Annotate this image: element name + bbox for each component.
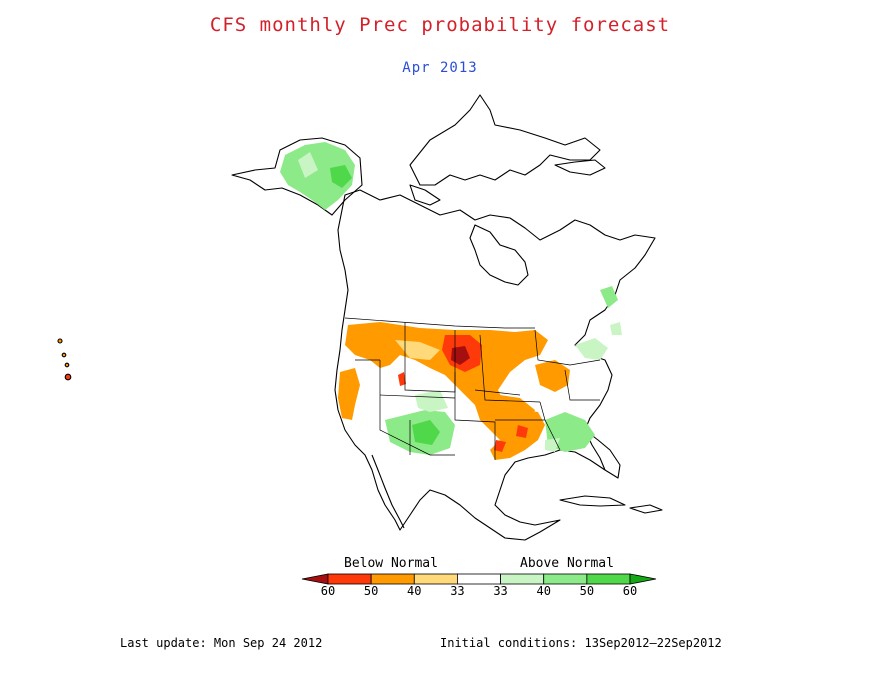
- legend-tick-label: 40: [536, 584, 551, 598]
- legend-tick-label: 50: [579, 584, 595, 598]
- probability-shading: [280, 142, 622, 460]
- alaska-above-normal: [280, 142, 355, 210]
- legend-tick-label: 60: [320, 584, 336, 598]
- legend-swatch-7: [586, 573, 631, 585]
- west-coast-below-normal: [338, 368, 360, 420]
- legend-swatch-8: [629, 573, 657, 585]
- legend-above-label: Above Normal: [520, 556, 614, 571]
- plains-below-normal-60: [451, 346, 470, 365]
- map-subtitle: Apr 2013: [402, 60, 478, 76]
- hudson-bay: [469, 224, 529, 286]
- legend-tick-label: 33: [450, 584, 465, 598]
- northern-below-normal: [345, 322, 548, 460]
- cuba: [559, 495, 626, 507]
- legend-below-label: Below Normal: [344, 556, 438, 571]
- alaska-outline: [231, 137, 363, 216]
- legend-tick-label: 60: [622, 584, 638, 598]
- initial-conditions-text: Initial conditions: 13Sep2012–22Sep2012: [440, 636, 722, 650]
- legend-tick-label: 40: [407, 584, 422, 598]
- legend-tick-label: 33: [493, 584, 508, 598]
- legend-swatch-6: [543, 573, 588, 585]
- map-title: CFS monthly Prec probability forecast: [209, 14, 671, 36]
- legend-swatch-3: [413, 573, 458, 585]
- last-update-text: Last update: Mon Sep 24 2012: [120, 636, 323, 650]
- baja-california: [371, 454, 405, 529]
- legend-swatch-2: [370, 573, 415, 585]
- legend-swatch-5: [500, 573, 545, 585]
- legend-swatch-4: [457, 573, 501, 585]
- hawaii-islands: [57, 338, 72, 381]
- political-boundaries: [344, 317, 601, 460]
- legend-tick-label: 50: [363, 584, 379, 598]
- legend-swatch-1: [327, 573, 372, 585]
- legend-swatch-0: [301, 573, 329, 585]
